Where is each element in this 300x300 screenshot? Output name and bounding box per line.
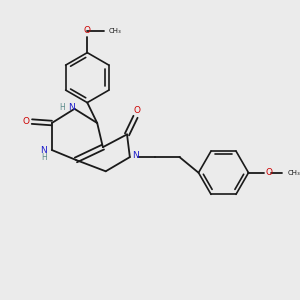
Text: O: O	[266, 168, 273, 177]
Text: CH₃: CH₃	[109, 28, 121, 34]
Text: O: O	[22, 117, 29, 126]
Text: O: O	[134, 106, 140, 115]
Text: N: N	[68, 103, 75, 112]
Text: CH₃: CH₃	[288, 170, 300, 176]
Text: H: H	[60, 103, 65, 112]
Text: H: H	[41, 153, 47, 162]
Text: N: N	[132, 151, 139, 160]
Text: N: N	[40, 146, 47, 154]
Text: O: O	[84, 26, 91, 35]
